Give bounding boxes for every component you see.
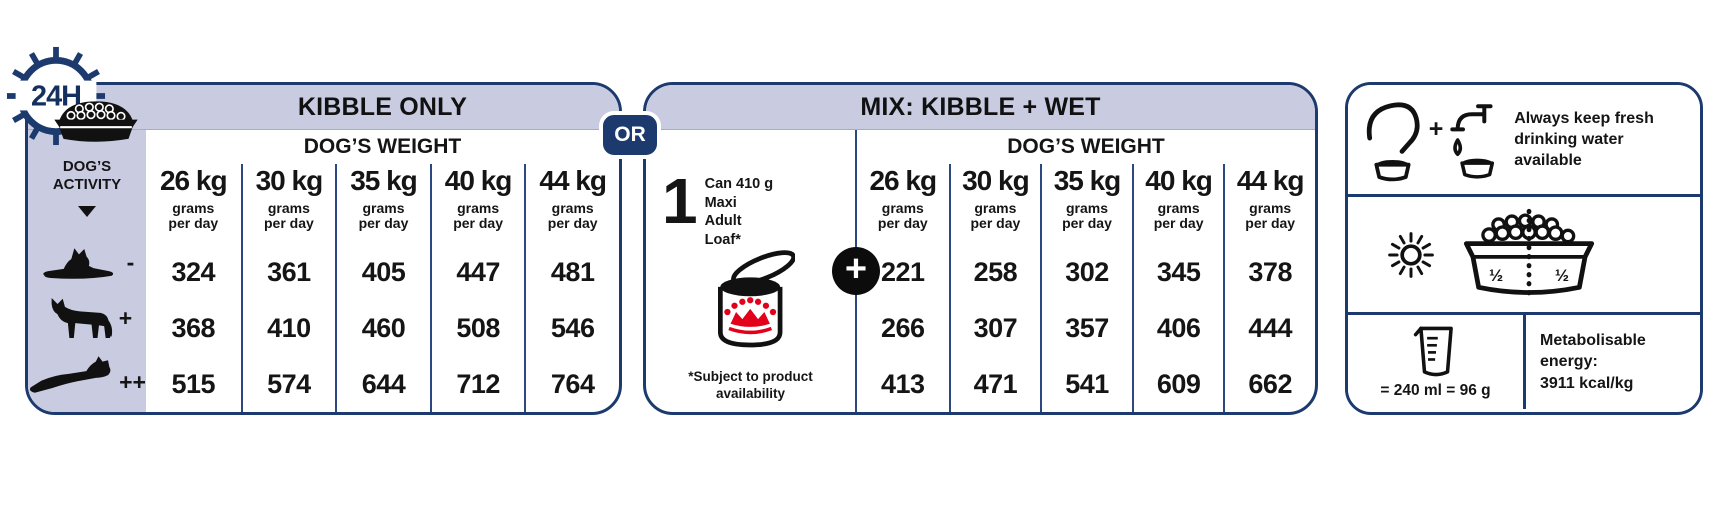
kibble-value: 361 [240,244,336,300]
mix-header: MIX: KIBBLE + WET [646,85,1315,130]
feeding-split-row: ½ ½ [1348,197,1700,315]
mix-value: 444 [1223,300,1315,356]
half-portion-right: ½ [1554,265,1569,285]
mix-value: 302 [1040,244,1132,300]
mix-value: 307 [948,300,1041,356]
fresh-water-note: Always keep fresh drinking water availab… [1514,109,1654,170]
mix-panel: MIX: KIBBLE + WET 1 Can 410 g Maxi Adult… [643,82,1318,415]
mix-value: 221 [881,256,925,287]
kibble-only-title: KIBBLE ONLY [297,92,468,121]
or-label: OR [614,123,646,146]
kibble-value: 712 [429,356,525,412]
info-panel: + Always keep fresh drinking water avail… [1345,82,1703,415]
wet-can-area: 1 Can 410 g Maxi Adult Loaf* [646,130,857,412]
kibble-value: 764 [524,356,619,412]
lying-dog-icon [42,248,113,279]
activity-row-high: ++ [28,346,146,402]
standing-dog-icon [51,298,112,338]
half-portion-left: ½ [1489,265,1504,285]
plus-symbol: + [1428,115,1444,143]
or-badge: OR [599,111,661,159]
drinking-dog-head-icon [1366,101,1420,181]
cup-equivalence: = 240 ml = 96 g [1380,382,1491,399]
mix-value: 471 [948,356,1041,412]
activity-symbol-low: - [126,248,135,275]
kibble-value: 324 [171,256,216,287]
mix-value: 378 [1223,244,1315,300]
plus-label: + [844,248,868,290]
activity-symbol-medium: + [118,304,133,331]
kibble-col-30kg: 30 kg grams per day [240,164,336,244]
mix-value: 413 [881,368,925,399]
mix-title: MIX: KIBBLE + WET [860,92,1101,121]
activity-symbol-high: ++ [119,368,146,395]
kibble-col-44kg: 44 kg grams per day [524,164,619,244]
mix-value: 609 [1131,356,1224,412]
mix-table: DOG’S WEIGHT 26 kg grams per day 30 kg gram… [857,130,1315,412]
activity-row-low: - [28,234,146,290]
mix-value: 662 [1223,356,1315,412]
mix-value: 541 [1040,356,1132,412]
dogs-activity-label: DOG’S ACTIVITY [52,158,122,193]
kibble-col-26kg: 26 kg grams per day [159,165,228,232]
kibble-value: 405 [335,244,430,300]
kibble-value: 546 [524,300,619,356]
mix-col-26kg: 26 kg grams per day [869,165,937,232]
kibble-value: 410 [240,300,336,356]
mix-col-35kg: 35 kg grams per day [1040,164,1132,244]
measures-row: = 240 ml = 96 g Metabolisable energy: 39… [1348,315,1700,409]
mix-value: 357 [1040,300,1132,356]
mix-value: 258 [948,244,1041,300]
running-dog-icon [29,355,111,393]
kibble-value: 515 [171,368,216,399]
mix-col-40kg: 40 kg grams per day [1131,164,1224,244]
measuring-cup-icon [1413,326,1453,377]
kibble-col-35kg: 35 kg grams per day [335,164,430,244]
split-bowl: ½ ½ [1453,208,1605,302]
kibble-weight-header: DOG’S WEIGHT [303,135,462,158]
mix-value: 266 [881,312,925,343]
kibble-value: 508 [429,300,525,356]
energy-label: Metabolisable energy: [1540,331,1646,371]
dogs-activity-column: DOG’S ACTIVITY - + ++ [28,130,146,412]
kibble-only-table: DOG’S WEIGHT 26 kg grams per day 30 kg gram… [146,130,619,412]
availability-footnote: *Subject to product availability [688,369,813,402]
plus-badge: + [832,247,880,295]
energy-value: 3911 kcal/kg [1540,374,1634,392]
activity-row-medium: + [28,290,146,346]
kibble-value: 460 [335,300,430,356]
mix-value: 406 [1131,300,1224,356]
kibble-value: 481 [524,244,619,300]
mix-col-30kg: 30 kg grams per day [948,164,1041,244]
can-description: Can 410 g Maxi Adult Loaf* [704,176,774,248]
wet-food-can-icon [707,249,795,353]
moon-icon [1627,235,1647,274]
kibble-value: 368 [171,312,216,343]
kibble-value: 644 [335,356,430,412]
can-quantity: 1 [662,165,698,237]
kibble-value: 574 [240,356,336,412]
faucet-icon [1450,103,1495,179]
kibble-bowl-icon [46,92,146,144]
split-bowl-icon [1463,208,1595,299]
mix-col-44kg: 44 kg grams per day [1223,164,1315,244]
mix-weight-header: DOG’S WEIGHT [1007,135,1165,158]
triangle-down-icon [78,206,96,217]
sun-icon [1388,231,1434,278]
mix-value: 345 [1131,244,1224,300]
measuring-cup-cell: = 240 ml = 96 g [1348,315,1526,409]
kibble-value: 447 [429,244,525,300]
fresh-water-row: + Always keep fresh drinking water avail… [1348,85,1700,197]
kibble-col-40kg: 40 kg grams per day [429,164,525,244]
energy-cell: Metabolisable energy: 3911 kcal/kg [1526,315,1700,409]
